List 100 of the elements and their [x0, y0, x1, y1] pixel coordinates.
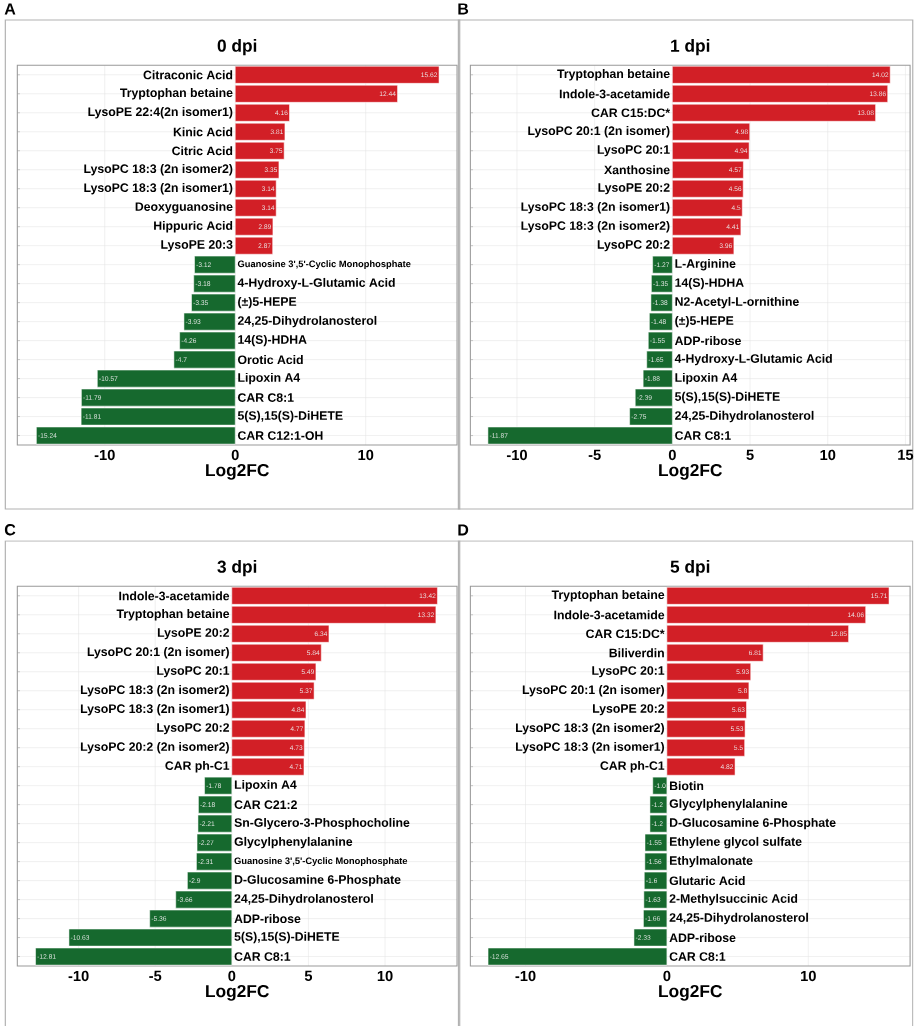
y-tick-label: LysoPC 20:1 (2n isomer) [522, 685, 664, 697]
y-tick-label: Biliverdin [609, 648, 664, 658]
chart-title: 0 dpi [217, 39, 257, 56]
y-tick-label: 4-Hydroxy-L-Glutamic Acid [237, 277, 395, 290]
y-tick-label: CAR C8:1 [675, 431, 731, 440]
y-tick-label: LysoPC 20:2 (2n isomer2) [80, 741, 229, 754]
y-tick-label: Sn-Glycero-3-Phosphocholine [234, 817, 410, 830]
x-tick-label: 0 [231, 449, 239, 461]
y-tick-label: Lipoxin A4 [238, 372, 301, 385]
y-tick-label: L-Arginine [675, 258, 736, 271]
x-tick-label: -10 [515, 970, 536, 982]
y-tick-label: CAR C15:DC* [591, 108, 671, 118]
x-tick-label: 5 [304, 970, 313, 981]
y-tick-label: LysoPC 20:2 [597, 240, 670, 252]
y-tick-label: CAR C8:1 [237, 393, 294, 402]
y-tick-label: Tryptophan betaine [120, 88, 233, 100]
y-tick-label: 24,25-Dihydrolanosterol [675, 410, 814, 423]
y-tick-label: LysoPC 18:3 (2n isomer2) [80, 685, 229, 697]
y-tick-label: Lipoxin A4 [675, 372, 738, 385]
y-tick-label: LysoPC 18:3 (2n isomer2) [515, 722, 664, 735]
x-tick-label: -10 [68, 970, 89, 982]
text: A [4, 3, 16, 15]
y-tick-label: Tryptophan betaine [551, 590, 665, 602]
x-axis-title: Log2FC [659, 463, 722, 480]
x-tick-label: -5 [588, 449, 601, 460]
y-tick-label: Xanthosine [604, 165, 670, 175]
chart-title: 1 dpi [671, 39, 710, 56]
y-tick-label: LysoPE 20:2 [157, 628, 230, 640]
y-tick-label: LysoPE 20:3 [161, 240, 233, 252]
x-tick-label: 0 [228, 970, 236, 982]
y-tick-label: (±)5-HEPE [238, 296, 297, 309]
y-tick-label: Glycylphenylalanine [669, 798, 788, 811]
x-tick-label: 0 [663, 970, 671, 982]
x-tick-label: -10 [94, 449, 115, 461]
y-tick-label: CAR ph-C1 [600, 760, 665, 773]
y-tick-label: 4-Hydroxy-L-Glutamic Acid [674, 353, 832, 366]
y-tick-label: 24,25-Dihydrolanosterol [237, 315, 377, 328]
y-tick-label: LysoPC 18:3 (2n isomer2) [521, 220, 670, 233]
y-tick-label: CAR C8:1 [234, 952, 291, 961]
x-axis-title: Log2FC [206, 984, 269, 1001]
y-tick-label: Ethylene glycol sulfate [669, 836, 802, 849]
x-tick-label: 10 [358, 449, 374, 461]
x-tick-label: 5 [746, 449, 754, 460]
x-tick-label: 0 [668, 449, 676, 461]
y-tick-label: Guanosine 3',5'-Cyclic Monophosphate [237, 260, 411, 270]
y-tick-label: Lipoxin A4 [234, 779, 297, 792]
y-tick-label: ADP-ribose [674, 336, 741, 346]
y-tick-label: Ethylmalonate [669, 855, 753, 868]
y-tick-label: CAR C12:1-OH [237, 431, 323, 440]
y-tick-label: LysoPC 18:3 (2n isomer2) [84, 164, 233, 176]
y-tick-label: LysoPC 20:2 [157, 723, 230, 735]
y-tick-label: Citric Acid [172, 146, 233, 156]
y-tick-label: Indole-3-acetamide [554, 610, 665, 620]
y-tick-label: CAR C15:DC* [586, 629, 665, 639]
y-tick-label: Hippuric Acid [154, 220, 233, 233]
y-tick-label: 5(S),15(S)-DiHETE [674, 391, 780, 404]
y-tick-label: CAR C8:1 [669, 952, 726, 961]
y-tick-label: 24,25-Dihydrolanosterol [669, 912, 808, 925]
x-tick-label: 15 [898, 449, 914, 460]
y-tick-label: LysoPC 18:3 (2n isomer1) [515, 741, 664, 754]
y-tick-label: LysoPC 18:3 (2n isomer1) [80, 704, 229, 716]
text: C [4, 524, 16, 536]
y-tick-label: LysoPC 20:1 (2n isomer) [528, 126, 670, 138]
y-tick-label: Kinic Acid [173, 127, 233, 137]
y-tick-label: CAR ph-C1 [165, 760, 230, 773]
y-tick-label: LysoPE 20:2 [598, 183, 670, 195]
y-tick-label: D-Glucosamine 6-Phosphate [234, 874, 401, 887]
y-tick-label: ADP-ribose [669, 933, 736, 943]
y-tick-label: 24,25-Dihydrolanosterol [234, 893, 373, 906]
y-tick-label: LysoPC 18:3 (2n isomer1) [521, 201, 670, 214]
y-tick-label: (±)5-HEPE [675, 315, 734, 328]
y-tick-label: Orotic Acid [237, 355, 303, 365]
y-tick-label: ADP-ribose [234, 914, 301, 924]
x-tick-label: 10 [801, 970, 816, 982]
y-tick-label: Indole-3-acetamide [559, 89, 670, 99]
y-tick-label: Citraconic Acid [143, 70, 233, 80]
chart-title: 5 dpi [670, 560, 710, 577]
y-tick-label: LysoPE 22:4(2n isomer1) [88, 107, 233, 119]
chart-title: 3 dpi [217, 560, 257, 577]
y-tick-label: Deoxyguanosine [135, 201, 233, 214]
x-axis-title: Log2FC [659, 984, 722, 1001]
x-tick-label: -5 [149, 970, 162, 981]
y-tick-label: 5(S),15(S)-DiHETE [237, 410, 343, 423]
text: D [458, 524, 469, 536]
y-tick-label: LysoPC 20:1 [592, 666, 665, 678]
y-tick-label: 14(S)-HDHA [238, 334, 307, 347]
y-tick-label: Biotin [669, 781, 704, 791]
y-tick-label: LysoPE 20:2 [592, 704, 665, 716]
y-tick-label: LysoPC 18:3 (2n isomer1) [84, 183, 233, 195]
y-tick-label: Tryptophan betaine [557, 69, 670, 81]
y-tick-label: CAR C21:2 [234, 800, 297, 809]
x-tick-label: -10 [506, 449, 527, 461]
x-tick-label: 10 [377, 970, 393, 982]
y-tick-label: Tryptophan betaine [116, 609, 230, 621]
y-tick-label: 5(S),15(S)-DiHETE [234, 931, 340, 944]
y-tick-label: LysoPC 20:1 [157, 666, 230, 678]
y-tick-label: LysoPC 20:1 (2n isomer) [87, 647, 229, 659]
y-tick-label: Glutaric Acid [669, 876, 745, 886]
y-tick-label: 2-Methylsuccinic Acid [669, 893, 798, 906]
y-tick-label: N2-Acetyl-L-ornithine [675, 296, 799, 309]
